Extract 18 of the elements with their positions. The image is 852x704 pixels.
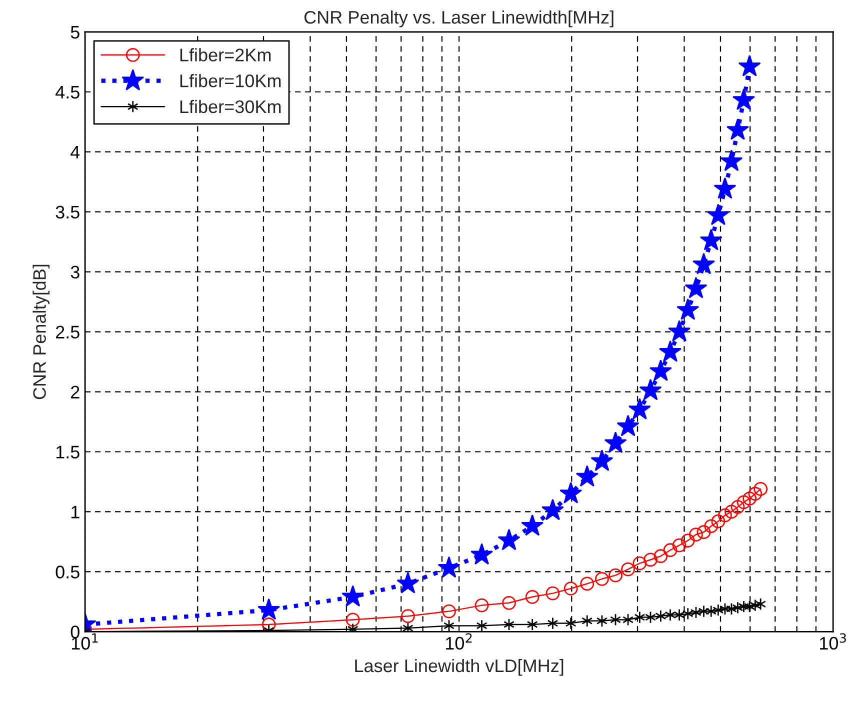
y-tick-label: 4: [70, 146, 80, 158]
y-tick-label: 5: [70, 26, 80, 39]
y-tick-label: 1: [72, 506, 80, 518]
x-tick-label: 10$^{3}$: [820, 633, 846, 650]
chart-title: CNR Penalty vs. Laser Linewidth[MHz]: [304, 10, 614, 28]
legend-label: Lfiber=30Km: [180, 100, 281, 114]
y-axis-title: CNR Penalty[dB]: [32, 264, 50, 400]
y-tick-label: 0.5: [56, 566, 80, 578]
x-axis-title: Laser Linewidth vLD[MHz]: [355, 658, 564, 676]
y-tick-label: 2.5: [56, 326, 80, 339]
legend-label: Lfiber=10Km: [180, 74, 281, 88]
y-tick-label: 1.5: [56, 446, 80, 458]
y-tick-label: 3: [70, 266, 80, 279]
y-tick-label: 3.5: [56, 206, 80, 219]
y-tick-label: 4.5: [55, 86, 80, 99]
legend-label: Lfiber=2Km: [180, 48, 271, 62]
x-tick-label: 10$^{2}$: [446, 633, 472, 650]
y-tick-label: 2: [71, 386, 80, 398]
